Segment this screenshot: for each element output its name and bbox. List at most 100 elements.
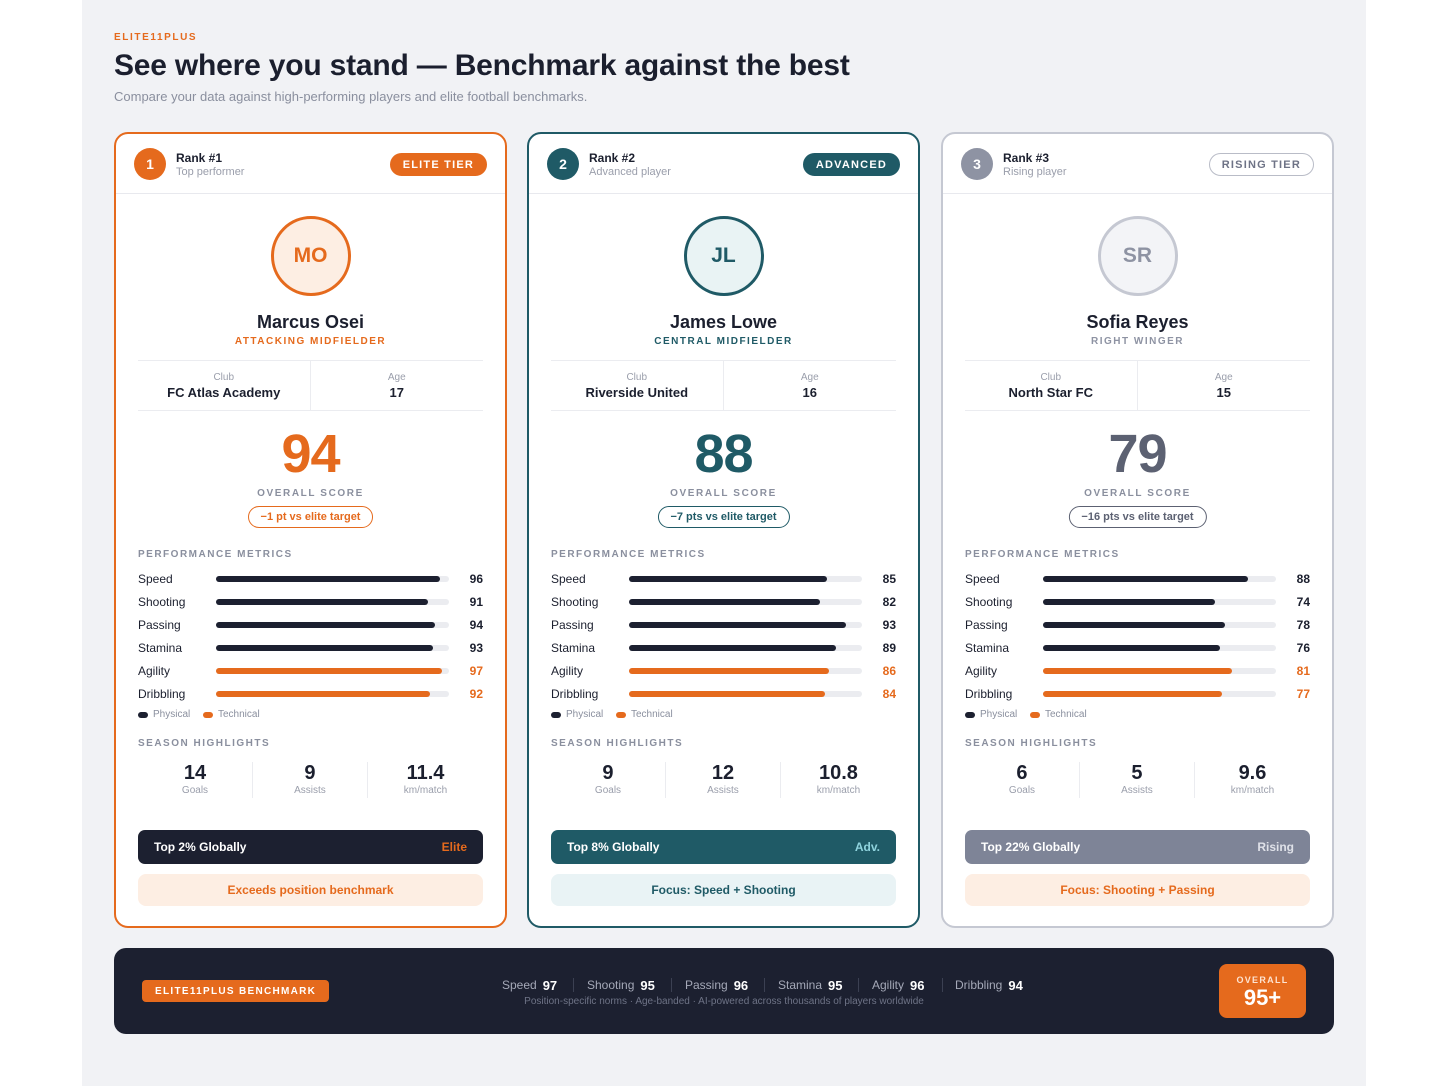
- metric-row: Dribbling 92: [138, 685, 483, 703]
- page-title: See where you stand — Benchmark against …: [114, 49, 850, 82]
- metric-bar-track: [216, 599, 449, 605]
- club-value: FC Atlas Academy: [167, 385, 281, 400]
- legend-physical: Physical: [138, 709, 190, 720]
- benchmark-stat-value: 94: [1008, 977, 1023, 993]
- club-value: Riverside United: [585, 385, 689, 400]
- legend-technical-swatch: [616, 711, 626, 718]
- legend-physical-label: Physical: [566, 709, 604, 720]
- season-highlights: 14 Goals 9 Assists 11.4 km/match: [138, 762, 483, 798]
- distance-stat-value: 10.8: [819, 762, 858, 784]
- overall-benchmark-badge: OVERALL 95+: [1219, 964, 1306, 1018]
- distance-stat-label: km/match: [1230, 785, 1275, 796]
- global-rank-tag: Rising: [1257, 840, 1294, 854]
- metric-bar-track: [216, 576, 449, 582]
- legend-physical-label: Physical: [153, 709, 191, 720]
- metric-bar-track: [1043, 576, 1276, 582]
- age-value: 16: [802, 385, 817, 400]
- metric-bar-fill: [1043, 691, 1223, 697]
- metric-name: Speed: [138, 572, 173, 586]
- metric-row: Stamina 93: [138, 639, 483, 657]
- metric-name: Agility: [965, 664, 998, 678]
- player-card[interactable]: 2 Rank #2 Advanced player ADVANCED JL James L…: [527, 132, 920, 928]
- age-value: 15: [1216, 385, 1231, 400]
- rank-title: Rank #3: [1003, 151, 1050, 165]
- global-rank-label: Top 2% Globally: [154, 840, 247, 854]
- benchmark-stat-name: Agility: [872, 978, 905, 992]
- assists-stat-value: 9: [304, 762, 316, 784]
- goals-stat: 6 Goals: [965, 762, 1080, 798]
- avatar: SR: [1097, 216, 1178, 296]
- metric-bar-fill: [216, 668, 442, 674]
- tier-badge: RISING TIER: [1208, 153, 1314, 176]
- season-highlights-heading: SEASON HIGHLIGHTS: [551, 738, 684, 749]
- metric-bar-track: [1043, 599, 1276, 605]
- metric-name: Speed: [551, 572, 586, 586]
- rank-subtitle: Rising player: [1003, 166, 1067, 178]
- metric-row: Dribbling 84: [551, 685, 896, 703]
- tier-badge: ADVANCED: [802, 153, 900, 176]
- metric-bar-fill: [629, 576, 828, 582]
- assists-stat: 5 Assists: [1080, 762, 1195, 798]
- club-info: Club Riverside United: [551, 361, 724, 410]
- metric-bar-track: [629, 668, 862, 674]
- metric-bar-fill: [629, 668, 830, 674]
- player-info: Club Riverside United Age 16: [551, 360, 896, 411]
- legend-technical: Technical: [1030, 709, 1087, 720]
- legend-technical-label: Technical: [218, 709, 260, 720]
- metric-bar-fill: [1043, 576, 1249, 582]
- metric-row: Shooting 91: [138, 593, 483, 611]
- player-cards: 1 Rank #1 Top performer ELITE TIER MO Marcus …: [114, 132, 1334, 928]
- player-info: Club FC Atlas Academy Age 17: [138, 360, 483, 411]
- tier-badge: ELITE TIER: [389, 153, 487, 176]
- metric-name: Shooting: [965, 595, 1013, 609]
- performance-metrics-heading: PERFORMANCE METRICS: [138, 549, 293, 560]
- metric-name: Passing: [138, 618, 181, 632]
- metric-value: 92: [469, 687, 483, 701]
- distance-stat-value: 11.4: [406, 762, 445, 784]
- metric-row: Passing 94: [138, 616, 483, 634]
- metric-name: Dribbling: [138, 687, 186, 701]
- legend-physical-swatch: [551, 711, 561, 718]
- assists-stat-label: Assists: [294, 785, 326, 796]
- avatar: JL: [683, 216, 764, 296]
- goals-stat-label: Goals: [181, 785, 209, 796]
- player-card[interactable]: 1 Rank #1 Top performer ELITE TIER MO Marcus …: [114, 132, 507, 928]
- benchmark-stat-name: Passing: [685, 978, 728, 992]
- metric-row: Stamina 76: [965, 639, 1310, 657]
- elite-target-delta: −16 pts vs elite target: [1068, 506, 1207, 528]
- benchmark-stat-name: Stamina: [778, 978, 823, 992]
- player-card[interactable]: 3 Rank #3 Rising player RISING TIER SR Sofia …: [941, 132, 1334, 928]
- metric-bar-track: [216, 645, 449, 651]
- benchmark-stat-value: 95: [828, 977, 843, 993]
- performance-metrics-heading: PERFORMANCE METRICS: [965, 549, 1120, 560]
- global-rank-bar: Top 8% Globally Adv.: [551, 830, 896, 864]
- metric-value: 74: [1296, 595, 1310, 609]
- metric-value: 76: [1296, 641, 1310, 655]
- age-info: Age 17: [311, 361, 484, 410]
- goals-stat-label: Goals: [594, 785, 622, 796]
- benchmark-note: Position-specific norms · Age-banded · A…: [524, 996, 924, 1007]
- legend-technical-swatch: [203, 711, 213, 718]
- rank-number-badge: 1: [134, 148, 166, 180]
- brand-label: ELITE11PLUS: [114, 32, 198, 43]
- metric-bar-fill: [629, 645, 837, 651]
- metric-value: 91: [469, 595, 483, 609]
- rank-title: Rank #1: [176, 151, 223, 165]
- elite-target-delta: −7 pts vs elite target: [657, 506, 790, 528]
- performance-metrics-heading: PERFORMANCE METRICS: [551, 549, 706, 560]
- metric-bar-track: [629, 622, 862, 628]
- metric-name: Stamina: [965, 641, 1010, 655]
- legend-physical-swatch: [965, 711, 975, 718]
- assists-stat-label: Assists: [707, 785, 739, 796]
- benchmark-stat: Passing 96: [685, 976, 748, 994]
- legend-technical-label: Technical: [631, 709, 673, 720]
- club-label: Club: [1040, 372, 1062, 383]
- benchmark-page: ELITE11PLUS See where you stand — Benchm…: [82, 0, 1366, 1086]
- metric-value: 78: [1296, 618, 1310, 632]
- benchmark-stat-value: 97: [542, 977, 558, 993]
- player-name: Sofia Reyes: [1086, 312, 1189, 332]
- global-rank-tag: Elite: [441, 840, 467, 854]
- metric-name: Passing: [965, 618, 1008, 632]
- metric-value: 93: [469, 641, 483, 655]
- overall-score: 88: [694, 424, 753, 484]
